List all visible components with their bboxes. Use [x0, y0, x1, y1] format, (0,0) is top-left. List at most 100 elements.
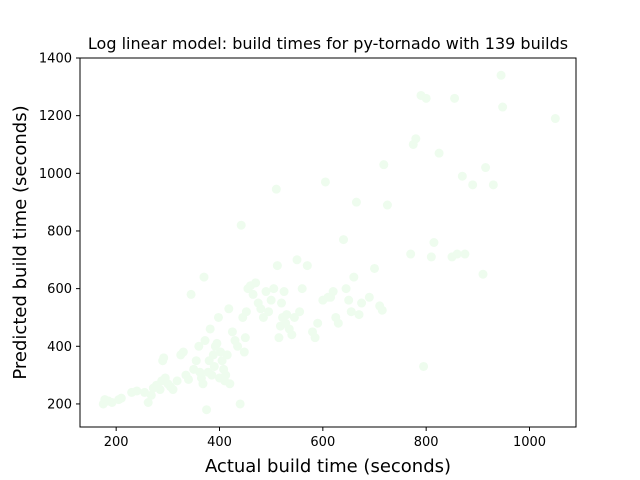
x-tick-label: 600: [310, 435, 335, 450]
data-point: [159, 353, 169, 363]
data-point: [208, 350, 218, 360]
data-point: [287, 330, 297, 340]
data-point: [178, 347, 188, 357]
data-point: [199, 272, 209, 282]
data-point: [261, 287, 271, 297]
data-point: [132, 386, 142, 396]
data-point: [258, 312, 268, 322]
data-point: [116, 393, 126, 403]
data-point: [198, 379, 208, 389]
data-point: [282, 310, 292, 320]
data-point: [217, 356, 227, 366]
data-point: [488, 180, 498, 190]
data-point: [256, 304, 266, 314]
data-point: [172, 376, 182, 386]
data-point: [351, 197, 361, 207]
data-point: [468, 180, 478, 190]
data-point: [341, 284, 351, 294]
data-point: [498, 102, 508, 112]
data-point: [481, 163, 491, 173]
data-point: [357, 298, 367, 308]
data-point: [478, 269, 488, 279]
data-point: [272, 261, 282, 271]
data-point: [452, 249, 462, 259]
data-point: [450, 93, 460, 103]
data-point: [295, 307, 305, 317]
data-point: [349, 272, 359, 282]
data-point: [146, 390, 156, 400]
data-points: [98, 70, 560, 415]
data-point: [235, 399, 245, 409]
data-point: [200, 336, 210, 346]
x-tick-label: 400: [207, 435, 232, 450]
data-point: [289, 312, 299, 322]
y-axis-ticks: 200 400 600 800 1000 1200 1400: [39, 52, 80, 412]
chart-title: Log linear model: build times for py-tor…: [88, 34, 568, 53]
y-tick-label: 800: [47, 224, 72, 239]
data-point: [379, 160, 389, 170]
data-point: [227, 327, 237, 337]
data-point: [233, 341, 243, 351]
data-point: [320, 177, 330, 187]
data-point: [184, 374, 193, 384]
y-tick-label: 200: [47, 397, 72, 412]
x-tick-label: 1000: [513, 435, 546, 450]
data-point: [224, 304, 234, 314]
data-point: [377, 305, 387, 315]
data-point: [216, 347, 226, 357]
data-point: [370, 263, 379, 273]
data-point: [202, 405, 212, 415]
data-point: [155, 385, 165, 395]
data-point: [269, 284, 279, 294]
data-point: [241, 307, 251, 317]
x-axis-ticks: 200 400 600 800 1000: [104, 427, 546, 450]
data-point: [222, 350, 232, 360]
data-point: [140, 387, 150, 397]
data-point: [419, 361, 429, 371]
data-point: [274, 333, 284, 343]
x-tick-label: 800: [414, 435, 439, 450]
data-point: [310, 333, 320, 343]
data-point: [496, 70, 506, 80]
data-point: [168, 385, 178, 395]
x-axis-label: Actual build time (seconds): [205, 456, 451, 477]
y-tick-label: 1000: [39, 167, 72, 182]
data-point: [421, 93, 431, 103]
data-point: [186, 289, 196, 299]
data-point: [225, 379, 235, 389]
data-point: [426, 252, 436, 262]
data-point: [297, 284, 307, 294]
data-point: [251, 278, 261, 288]
plot-frame: [79, 57, 577, 428]
data-point: [191, 356, 201, 366]
y-axis-label: Predicted build time (seconds): [10, 105, 31, 379]
data-point: [354, 310, 364, 320]
data-point: [207, 370, 217, 380]
data-point: [434, 148, 444, 158]
data-point: [236, 220, 246, 230]
data-point: [213, 312, 223, 322]
data-point: [292, 255, 302, 265]
data-point: [266, 295, 276, 305]
data-point: [550, 114, 560, 124]
data-point: [302, 261, 312, 271]
data-point: [271, 184, 281, 194]
data-point: [248, 289, 258, 299]
data-point: [143, 397, 153, 407]
data-point: [264, 307, 274, 317]
y-tick-label: 600: [47, 282, 72, 297]
y-tick-label: 1200: [39, 109, 72, 124]
data-point: [429, 238, 439, 247]
data-point: [411, 134, 421, 144]
data-point: [406, 249, 416, 259]
data-point: [239, 347, 249, 357]
data-point: [328, 287, 338, 297]
data-point: [364, 292, 374, 302]
data-point: [209, 361, 219, 371]
data-point: [382, 200, 392, 210]
x-tick-label: 200: [104, 435, 129, 450]
data-point: [344, 295, 354, 305]
data-point: [339, 235, 348, 245]
data-point: [194, 341, 204, 351]
